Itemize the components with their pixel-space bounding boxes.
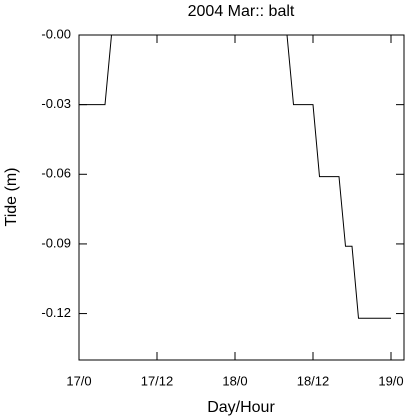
y-tick-label: -0.00	[41, 26, 71, 41]
y-tick-label: -0.03	[41, 96, 71, 111]
x-tick-label: 19/0	[378, 373, 403, 388]
x-tick-label: 17/12	[141, 373, 174, 388]
x-axis-label: Day/Hour	[207, 399, 275, 416]
y-tick-label: -0.12	[41, 305, 71, 320]
y-axis-label: Tide (m)	[3, 168, 20, 227]
data-line	[79, 34, 391, 319]
x-tick-label: 18/12	[297, 373, 330, 388]
x-tick-label: 18/0	[222, 373, 247, 388]
y-tick-label: -0.09	[41, 235, 71, 250]
chart-title: 2004 Mar:: balt	[188, 3, 295, 20]
x-tick-label: 17/0	[66, 373, 91, 388]
plot-frame	[78, 34, 405, 361]
y-tick-label: -0.06	[41, 166, 71, 181]
